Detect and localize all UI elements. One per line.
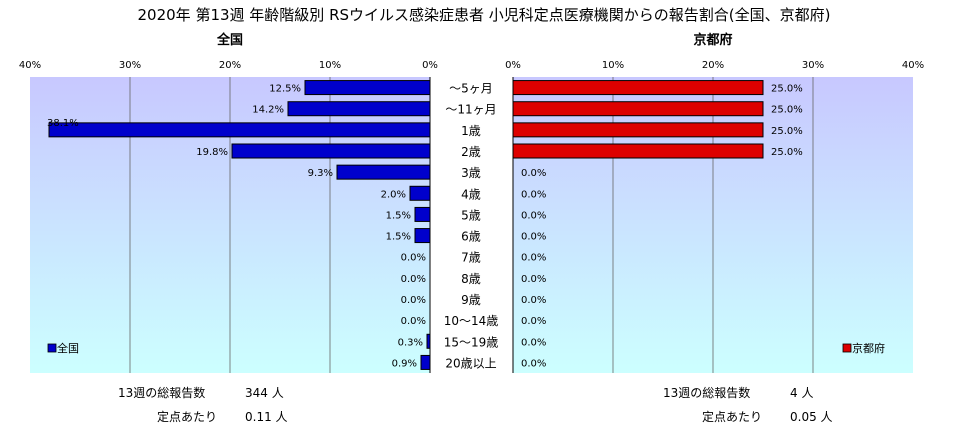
national-value-label: 38.1% [47, 118, 79, 129]
national-panel: 40% 30% 20% 10% 0% 12.5% 14.2% 38.1% 19.8% 9.3% 2.… [19, 60, 438, 373]
national-bar [409, 185, 431, 201]
national-bar [304, 80, 431, 96]
kyoto-value-label: 0.0% [521, 168, 546, 179]
kyoto-bar [512, 101, 764, 117]
kyoto-tick-label: 40% [902, 60, 924, 71]
kyoto-bar [512, 122, 764, 138]
category-label: 3歳 [461, 166, 481, 180]
kyoto-value-label: 0.0% [521, 358, 546, 369]
kyoto-value-label: 25.0% [771, 105, 803, 116]
kyoto-value-label: 0.0% [521, 189, 546, 200]
category-label: 20歳以上 [445, 356, 496, 370]
national-value-label: 1.5% [386, 232, 411, 243]
category-labels: ～5ヶ月 ～11ヶ月 1歳 2歳 3歳 4歳 5歳 6歳 7歳 8歳 9歳 10～14歳 15～19歳 2… [444, 82, 499, 371]
national-value-label: 1.5% [386, 210, 411, 221]
national-value-label: 12.5% [269, 84, 301, 95]
national-bar [414, 228, 431, 244]
category-label: ～5ヶ月 [449, 82, 493, 96]
national-bar [426, 333, 431, 349]
kyoto-legend-label: 京都府 [852, 341, 885, 355]
kyoto-per-site-label: 定点あたり [702, 410, 763, 424]
national-per-site-label: 定点あたり [157, 410, 218, 424]
national-bar [420, 354, 431, 370]
national-tick-label: 0% [422, 60, 438, 71]
kyoto-value-label: 0.0% [521, 253, 546, 264]
national-value-label: 0.0% [401, 253, 426, 264]
kyoto-tick-label: 30% [802, 60, 824, 71]
kyoto-value-label: 0.0% [521, 232, 546, 243]
kyoto-value-label: 0.0% [521, 295, 546, 306]
category-label: ～11ヶ月 [445, 103, 496, 117]
kyoto-total-label: 13週の総報告数 [663, 386, 751, 400]
national-legend-swatch [47, 343, 57, 353]
kyoto-panel: 0% 10% 20% 30% 40% 25.0% 25.0% 25.0% 25.0% 0.0% 0.… [505, 60, 924, 373]
national-value-label: 0.0% [401, 295, 426, 306]
national-value-label: 0.3% [398, 337, 423, 348]
kyoto-value-label: 0.0% [521, 210, 546, 221]
national-tick-label: 40% [19, 60, 41, 71]
kyoto-bar [512, 80, 764, 96]
national-panel-title: 全国 [216, 33, 243, 48]
category-label: 4歳 [461, 187, 481, 201]
national-value-label: 0.0% [401, 316, 426, 327]
kyoto-per-site-value: 0.05 人 [790, 410, 833, 424]
category-label: 1歳 [461, 124, 481, 138]
national-bar [48, 122, 431, 138]
national-bar [414, 206, 431, 222]
category-label: 8歳 [461, 272, 481, 286]
national-tick-label: 10% [319, 60, 341, 71]
national-tick-label: 20% [219, 60, 241, 71]
category-label: 9歳 [461, 293, 481, 307]
national-bar [231, 143, 431, 159]
kyoto-total-value: 4 人 [790, 386, 814, 400]
kyoto-value-label: 0.0% [521, 337, 546, 348]
category-label: 6歳 [461, 230, 481, 244]
national-total-label: 13週の総報告数 [118, 386, 206, 400]
kyoto-value-label: 0.0% [521, 316, 546, 327]
kyoto-tick-label: 0% [505, 60, 521, 71]
national-total-value: 344 人 [245, 386, 284, 400]
national-bar [287, 101, 431, 117]
national-value-label: 9.3% [308, 168, 333, 179]
chart-title: 2020年 第13週 年齢階級別 RSウイルス感染症患者 小児科定点医療機関から… [137, 6, 831, 24]
national-per-site-value: 0.11 人 [245, 410, 288, 424]
national-tick-label: 30% [119, 60, 141, 71]
kyoto-value-label: 25.0% [771, 147, 803, 158]
national-value-label: 19.8% [196, 147, 228, 158]
category-label: 15～19歳 [444, 335, 499, 349]
national-value-label: 14.2% [252, 105, 284, 116]
national-value-label: 2.0% [381, 189, 406, 200]
category-label: 2歳 [461, 145, 481, 159]
kyoto-panel-title: 京都府 [693, 33, 733, 48]
kyoto-bar [512, 143, 764, 159]
kyoto-value-label: 25.0% [771, 84, 803, 95]
national-bar [336, 164, 431, 180]
category-label: 10～14歳 [444, 314, 499, 328]
category-label: 5歳 [461, 208, 481, 222]
kyoto-value-label: 25.0% [771, 126, 803, 137]
national-value-label: 0.0% [401, 274, 426, 285]
national-value-label: 0.9% [392, 358, 417, 369]
national-legend-label: 全国 [57, 341, 79, 355]
kyoto-tick-label: 20% [702, 60, 724, 71]
kyoto-legend-swatch [842, 343, 852, 353]
kyoto-value-label: 0.0% [521, 274, 546, 285]
category-label: 7歳 [461, 251, 481, 265]
kyoto-tick-label: 10% [602, 60, 624, 71]
